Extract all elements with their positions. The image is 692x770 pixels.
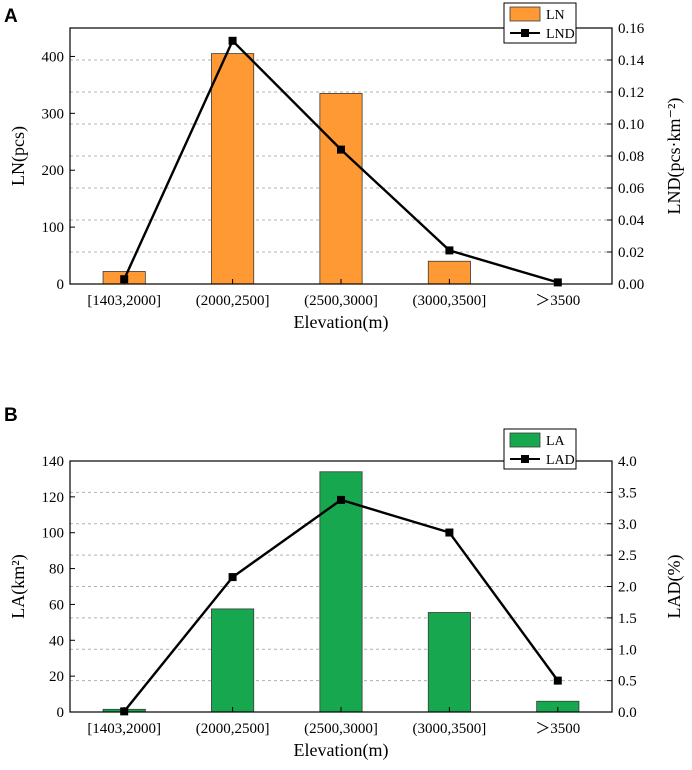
chart-a-right-tick-label: 0.14 (618, 53, 645, 69)
chart-a-right-tick-label: 0.04 (618, 213, 645, 229)
chart-b-left-tick-label: 80 (49, 562, 64, 578)
chart-a-line-marker (120, 275, 129, 284)
chart-b-x-tick-label: (2500,3000] (304, 721, 378, 737)
chart-a-left-tick-label: 100 (42, 220, 65, 236)
chart-b-right-tick-label: 3.0 (618, 517, 637, 533)
chart-b-svg: B 0.0 0.5 1.0 1.5 2.0 2.5 3.0 3.5 4.0 0 20 40 60 80 10… (4, 405, 685, 761)
chart-a-x-tick-label: ＞3500 (535, 293, 580, 309)
chart-b-line-marker (120, 707, 129, 716)
chart-b-x-tick-label: (3000,3500] (413, 721, 487, 737)
chart-b-right-tick-label: 1.5 (618, 611, 637, 627)
chart-a-line-marker (445, 246, 454, 255)
chart-b-x-axis-title: Elevation(m) (294, 740, 389, 761)
chart-a-right-tick-label: 0.16 (618, 21, 645, 37)
chart-panel-a: A 0.00 0.02 0.04 0.06 0.08 0.10 0.12 0.14 0.16 0 1… (0, 0, 692, 370)
chart-b-right-tick-label: 2.5 (618, 548, 637, 564)
chart-a-svg: A 0.00 0.02 0.04 0.06 0.08 0.10 0.12 0.14 0.16 0 1… (4, 2, 685, 333)
chart-a-y-axis-title-right: LND(pcs·km⁻²) (664, 98, 685, 215)
chart-a-left-tick-label: 200 (42, 163, 65, 179)
chart-a-y-axis-title-left: LN(pcs) (8, 126, 29, 186)
chart-b-left-tick-label: 60 (49, 597, 64, 613)
chart-b-bar (319, 471, 363, 713)
chart-a-legend-line-label: LND (546, 27, 575, 42)
chart-b-y-axis-title-left: LA(km²) (8, 554, 29, 618)
chart-b-line-marker (553, 676, 562, 685)
chart-a-x-tick-label: (2000,2500] (196, 293, 270, 309)
chart-b-left-tick-label: 20 (49, 669, 64, 685)
chart-b-line-marker (228, 573, 237, 582)
chart-a-panel-letter: A (4, 6, 18, 27)
chart-b-bar (427, 612, 471, 713)
chart-b-line-marker (337, 495, 345, 504)
chart-b-line-marker (445, 528, 454, 537)
chart-b-left-tick-label: 0 (57, 705, 65, 721)
chart-a-x-tick-label: (3000,3500] (413, 293, 487, 309)
chart-b-right-tick-label: 0.0 (618, 705, 637, 721)
chart-b-legend-bar-label: LA (546, 434, 566, 449)
chart-b-x-tick-label: [1403,2000] (87, 721, 161, 737)
chart-a-right-tick-label: 0.06 (618, 181, 645, 197)
chart-a-bar (211, 53, 255, 285)
chart-a-legend-bar-swatch (509, 6, 541, 22)
chart-a-x-tick-label: [1403,2000] (87, 293, 161, 309)
chart-b-right-tick-label: 3.5 (618, 485, 637, 501)
chart-b-x-tick-label: (2000,2500] (196, 721, 270, 737)
chart-a-right-tick-label: 0.02 (618, 245, 644, 261)
chart-a-x-axis-title: Elevation(m) (294, 312, 389, 333)
chart-a-right-tick-label: 0.12 (618, 85, 644, 101)
chart-panel-b: B 0.0 0.5 1.0 1.5 2.0 2.5 3.0 3.5 4.0 0 20 40 60 80 10… (0, 385, 692, 770)
chart-a-x-tick-label: (2500,3000] (304, 293, 378, 309)
chart-b-legend-bar-swatch (509, 432, 541, 448)
chart-a-right-tick-label: 0.08 (618, 149, 644, 165)
chart-a-legend-bar-label: LN (546, 8, 565, 23)
chart-b-x-tick-label: ＞3500 (535, 721, 580, 737)
chart-b-left-tick-label: 140 (42, 454, 65, 470)
chart-a-left-tick-label: 300 (42, 106, 65, 122)
chart-b-left-tick-label: 100 (42, 526, 65, 542)
chart-b-right-tick-label: 4.0 (618, 454, 637, 470)
chart-a-right-tick-label: 0.00 (618, 277, 644, 293)
chart-a-line-marker (228, 36, 237, 45)
chart-b-left-tick-label: 40 (49, 633, 64, 649)
chart-a-line-marker (337, 145, 345, 154)
chart-b-right-tick-label: 0.5 (618, 674, 637, 690)
chart-b-bar (211, 608, 255, 713)
chart-b-panel-letter: B (4, 405, 18, 426)
chart-b-right-tick-label: 2.0 (618, 580, 637, 596)
chart-b-y-axis-title-right: LAD(%) (664, 555, 685, 619)
chart-a-line-marker (553, 278, 562, 287)
chart-b-legend-line-label: LAD (546, 453, 575, 468)
chart-a-legend-line-marker (521, 29, 529, 37)
chart-b-left-tick-label: 120 (42, 490, 65, 506)
chart-b-legend-line-marker (521, 455, 529, 463)
chart-a-bar (319, 93, 363, 285)
chart-b-right-tick-label: 1.0 (618, 642, 637, 658)
chart-a-right-tick-label: 0.10 (618, 117, 644, 133)
chart-a-left-tick-label: 0 (57, 277, 65, 293)
chart-a-left-tick-label: 400 (42, 49, 65, 65)
